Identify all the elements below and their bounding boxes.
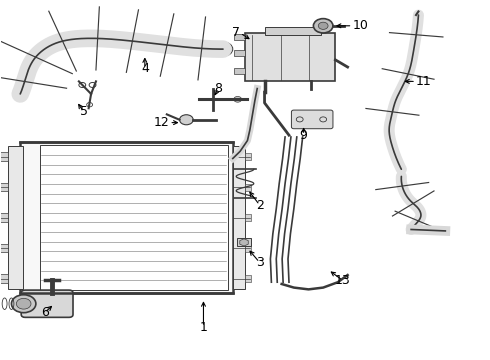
Circle shape <box>318 22 328 30</box>
Text: 2: 2 <box>256 199 264 212</box>
Text: 13: 13 <box>335 274 351 287</box>
Bar <box>245 33 335 81</box>
Text: 1: 1 <box>199 320 207 333</box>
Text: 9: 9 <box>300 129 308 142</box>
Bar <box>245 184 251 191</box>
FancyBboxPatch shape <box>21 290 73 318</box>
Text: 8: 8 <box>214 82 222 95</box>
Bar <box>0 152 8 161</box>
Bar <box>40 145 228 290</box>
Bar <box>265 27 321 35</box>
Circle shape <box>314 19 333 33</box>
Bar <box>0 183 8 192</box>
Circle shape <box>179 115 193 125</box>
Bar <box>233 146 245 289</box>
Bar <box>20 142 233 293</box>
Circle shape <box>11 295 36 313</box>
Circle shape <box>234 96 242 102</box>
Bar <box>245 275 251 282</box>
Bar <box>234 34 245 40</box>
Text: 6: 6 <box>41 306 49 319</box>
Text: 7: 7 <box>232 27 240 40</box>
Bar <box>0 244 8 252</box>
Text: 5: 5 <box>80 105 88 118</box>
Text: 3: 3 <box>256 256 264 269</box>
Text: 12: 12 <box>153 116 169 129</box>
Text: 10: 10 <box>352 19 368 32</box>
Bar <box>245 244 251 252</box>
FancyBboxPatch shape <box>292 110 333 129</box>
Bar <box>234 68 245 74</box>
Text: 4: 4 <box>141 62 149 75</box>
Text: 11: 11 <box>416 75 432 88</box>
Bar <box>237 238 251 246</box>
Bar <box>0 274 8 283</box>
Bar <box>8 146 23 289</box>
Bar <box>0 213 8 222</box>
Circle shape <box>16 298 31 309</box>
Bar <box>245 153 251 160</box>
Bar <box>245 214 251 221</box>
Circle shape <box>213 42 233 56</box>
Bar <box>234 50 245 56</box>
